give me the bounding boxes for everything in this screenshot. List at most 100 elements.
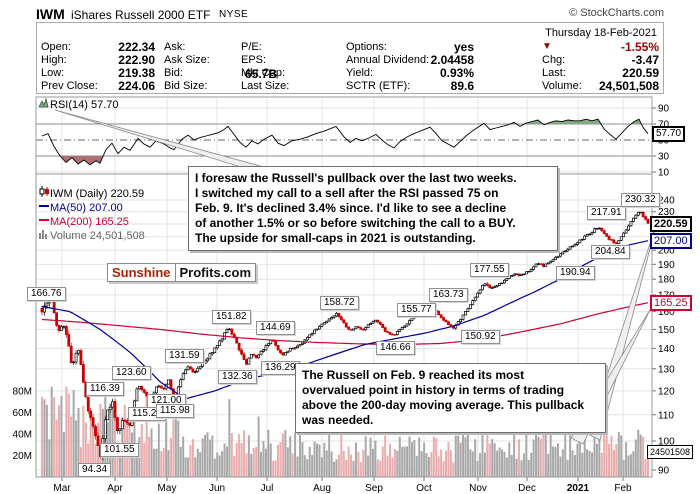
legend-row-0: IWM (Daily) 220.59 [38, 186, 145, 201]
price-callout: 94.34 [78, 463, 112, 477]
legend-row-2: MA(200) 165.25 [38, 215, 145, 229]
annotation-line: of another 1.5% or so before switching t… [195, 216, 516, 230]
legend-row-3: Volume 24,501,508 [38, 229, 145, 243]
svg-text:90: 90 [658, 104, 670, 115]
legend-text: IWM (Daily) 220.59 [50, 188, 145, 200]
price-callout: 144.69 [256, 321, 295, 335]
legend-text: MA(200) 165.25 [50, 216, 129, 228]
quote-field-ask: Ask: [164, 41, 186, 53]
price-callout: 136.29 [261, 361, 300, 375]
quote-field-sctretf: SCTR (ETF): 89.6 [346, 79, 474, 93]
svg-text:90: 90 [658, 466, 670, 477]
svg-text:130: 130 [658, 364, 675, 375]
annotation-line: The upside for small-caps in 2021 is out… [195, 231, 476, 245]
price-callout: 131.59 [165, 349, 204, 363]
quote-field-options: Options: yes [346, 40, 474, 54]
annotation-line: Feb. 9. It's declined 3.4% since. I'd li… [195, 201, 507, 215]
svg-text:80M: 80M [13, 387, 32, 398]
ticker-symbol: IWM [36, 6, 65, 22]
legend-glyph-line-icon [38, 201, 50, 215]
svg-text:Dec: Dec [518, 483, 536, 494]
exchange-label: NYSE [219, 9, 249, 20]
quote-field-bid: Bid: [164, 67, 183, 79]
quote-field-annualdividend: Annual Dividend: 2.04458 [346, 53, 474, 67]
svg-text:160: 160 [658, 307, 675, 318]
annotation-line: I switched my call to a sell after the R… [195, 186, 499, 200]
quote-date: Thursday 18-Feb-2021 [545, 27, 657, 39]
price-callout: 230.32 [621, 193, 660, 207]
annotation-line: overvalued point in history in terms of … [302, 383, 565, 397]
quote-field-yield: Yield: 0.93% [346, 66, 474, 80]
annotation-box-1: I foresaw the Russell's pullback over th… [188, 166, 558, 251]
svg-text:30: 30 [658, 152, 670, 163]
svg-text:2021: 2021 [567, 483, 590, 494]
price-callout: 217.91 [587, 206, 626, 220]
volume-axis: 80M 60M 40M 20M [13, 387, 32, 463]
annotation-line: above the 200-day moving average. This p… [302, 398, 585, 412]
quote-field-: ▼ -1.55% [542, 40, 659, 54]
svg-text:190: 190 [658, 260, 675, 271]
quote-field-high: High: 222.90 [41, 53, 155, 67]
volume-bars [41, 386, 649, 477]
quote-field-eps: EPS: [241, 54, 267, 66]
quote-field-asksize: Ask Size: [164, 54, 210, 66]
annotation-box-2: The Russell on Feb. 9 reached its most ov… [295, 363, 606, 433]
price-callout: 158.72 [320, 296, 359, 310]
legend-text: MA(50) 207.00 [50, 202, 123, 214]
axis-value-box: 24501508 [647, 445, 694, 459]
price-callout: 166.76 [27, 287, 66, 301]
quote-panel: Thursday 18-Feb-2021 Open: 222.34 High: 222… [36, 22, 664, 94]
svg-text:Jul: Jul [261, 483, 274, 494]
price-callout: 204.84 [591, 245, 630, 259]
ticker-name: iShares Russell 2000 ETF [71, 8, 211, 22]
annotation-line: I foresaw the Russell's pullback over th… [195, 171, 517, 185]
axis-value-box: 207.00 [650, 233, 692, 249]
quote-field-low: Low: 219.38 [41, 66, 155, 80]
svg-text:230: 230 [658, 207, 675, 218]
svg-text:110: 110 [658, 410, 674, 421]
quote-field-chg: Chg: -3.47 [542, 53, 659, 67]
price-callout: 116.39 [86, 382, 124, 396]
logo-part-2: Profits.com [174, 263, 257, 282]
price-callout: 146.66 [376, 341, 415, 355]
svg-text:Oct: Oct [416, 483, 432, 494]
quote-field-volume: Volume: 24,501,508 [542, 79, 659, 93]
svg-text:140: 140 [658, 344, 675, 355]
annotation-line: The Russell on Feb. 9 reached its most [302, 368, 525, 382]
legend-row-1: MA(50) 207.00 [38, 201, 145, 215]
svg-text:Nov: Nov [469, 483, 487, 494]
quote-field-last: Last: 220.59 [542, 66, 659, 80]
price-callout: 163.73 [429, 288, 468, 302]
legend-text: Volume 24,501,508 [50, 230, 145, 242]
x-axis: Mar Apr May Jun Jul Aug Sep Oct Nov Dec 2021 Feb [53, 477, 632, 494]
axis-value-box: 57.70 [652, 126, 686, 142]
price-callout: 150.92 [461, 330, 500, 344]
quote-field-bidsize: Bid Size: [164, 80, 208, 92]
rsi-plot [41, 118, 649, 166]
svg-text:150: 150 [658, 325, 675, 336]
moving-averages [41, 240, 649, 400]
svg-text:70: 70 [658, 120, 670, 131]
price-callout: 151.82 [212, 310, 251, 324]
svg-text:100: 100 [658, 437, 675, 448]
price-callout: 190.94 [556, 266, 595, 280]
legend-glyph-candle-icon [38, 186, 50, 201]
quote-field-open: Open: 222.34 [41, 40, 155, 54]
svg-text:Mar: Mar [53, 483, 71, 494]
annotation-line: was needed. [302, 413, 374, 427]
rsi-legend: RSI(14) 57.70 [38, 97, 118, 112]
price-callout: 155.77 [397, 303, 436, 317]
quote-field-prevclose: Prev Close: 224.06 [41, 79, 155, 93]
price-callout: 177.55 [470, 263, 509, 277]
svg-text:40M: 40M [13, 430, 32, 441]
price-callout: 132.36 [218, 370, 257, 384]
svg-text:200: 200 [658, 246, 675, 257]
copyright-label: © StockCharts.com [569, 7, 664, 19]
svg-text:240: 240 [658, 196, 675, 207]
quote-field-lastsize: Last Size: [241, 80, 290, 92]
svg-text:20M: 20M [13, 451, 32, 462]
sunshine-profits-logo: Sunshine Profits.com [107, 263, 257, 282]
svg-text:Sep: Sep [365, 483, 383, 494]
svg-text:10: 10 [658, 168, 670, 179]
